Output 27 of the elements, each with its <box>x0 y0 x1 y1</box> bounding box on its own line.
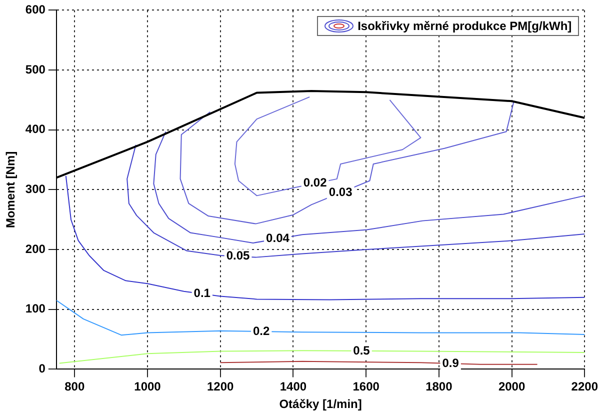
series-label: 0.05 <box>226 248 250 263</box>
x-tick-label: 1800 <box>426 380 453 394</box>
y-tick-label: 200 <box>25 242 46 256</box>
x-tick-label: 1200 <box>207 380 234 394</box>
legend-title: Isokřivky měrné produkce PM[g/kWh] <box>358 19 572 34</box>
series-label: 0.1 <box>194 286 211 300</box>
y-tick-label: 600 <box>25 2 46 17</box>
series-label: 0.04 <box>266 231 290 246</box>
y-tick-label: 500 <box>25 62 46 76</box>
key-box: Isokřivky měrné produkce PM[g/kWh] <box>316 16 579 36</box>
series-label: 0.2 <box>252 324 270 338</box>
x-axis-title: Otáčky [1/min] <box>279 397 362 412</box>
y-axis-title: Moment [Nm] <box>4 151 18 228</box>
y-tick-label: 100 <box>25 302 46 316</box>
series-label: 0.02 <box>303 176 328 190</box>
series-label: 0.5 <box>353 343 370 358</box>
x-tick-label: 1400 <box>280 380 307 394</box>
series-label: 0.9 <box>442 356 460 370</box>
x-tick-label: 1000 <box>134 380 162 394</box>
y-tick-label: 0 <box>38 362 46 376</box>
y-tick-label: 300 <box>25 182 46 196</box>
y-tick-label: 400 <box>25 122 46 136</box>
x-tick-label: 800 <box>64 380 85 394</box>
x-tick-label: 2000 <box>498 380 526 394</box>
x-tick-label: 2200 <box>571 380 598 394</box>
x-tick-label: 1600 <box>352 380 380 394</box>
series-label: 0.03 <box>328 185 353 200</box>
